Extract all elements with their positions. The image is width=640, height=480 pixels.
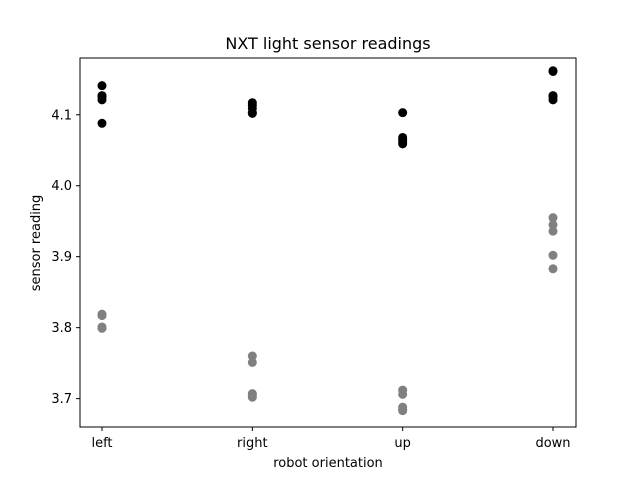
data-point	[548, 95, 558, 105]
data-point	[548, 264, 558, 274]
data-point	[97, 81, 107, 91]
y-tick-label: 3.9	[51, 250, 72, 265]
x-tick-label: down	[535, 436, 570, 451]
data-point	[97, 95, 107, 105]
x-axis-ticks: left right up down	[91, 427, 571, 451]
data-point	[548, 66, 558, 76]
y-axis-label: sensor reading	[29, 195, 44, 292]
data-point	[247, 351, 257, 361]
plot-frame	[79, 57, 577, 428]
data-point	[548, 220, 558, 230]
data-point	[97, 311, 107, 321]
data-point	[548, 226, 558, 236]
y-tick-label: 3.7	[51, 392, 72, 407]
data-point	[548, 213, 558, 223]
data-point	[97, 118, 107, 128]
chart-title: NXT light sensor readings	[225, 34, 430, 53]
y-tick-label: 4.1	[51, 108, 72, 123]
data-point	[247, 108, 257, 118]
y-axis-ticks: 3.7 3.8 3.9 4.0 4.1	[51, 108, 80, 407]
x-tick-label: right	[237, 436, 268, 451]
data-point	[247, 392, 257, 402]
data-point	[398, 389, 408, 399]
data-point	[97, 323, 107, 333]
data-point	[398, 139, 408, 149]
data-point	[398, 108, 408, 118]
y-tick-label: 3.8	[51, 321, 72, 336]
data-point	[398, 406, 408, 416]
x-tick-label: up	[394, 436, 411, 451]
data-point	[548, 250, 558, 260]
x-axis-label: robot orientation	[273, 456, 383, 471]
x-tick-label: left	[91, 436, 112, 451]
data-point	[247, 357, 257, 367]
y-tick-label: 4.0	[51, 179, 72, 194]
points-layer	[97, 66, 558, 416]
